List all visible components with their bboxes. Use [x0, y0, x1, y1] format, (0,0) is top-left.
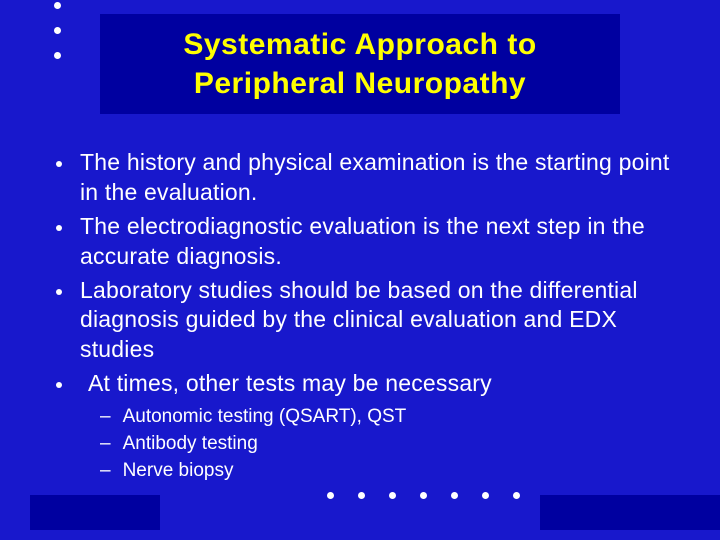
bullet-text: The history and physical examination is … [80, 148, 676, 208]
sub-bullet-item: – Antibody testing [100, 432, 676, 457]
deco-dot [451, 492, 458, 499]
bullet-item: At times, other tests may be necessary [56, 369, 676, 399]
deco-dot [389, 492, 396, 499]
sub-bullet-item: – Nerve biopsy [100, 459, 676, 484]
deco-dot [482, 492, 489, 499]
deco-dot [420, 492, 427, 499]
bullet-icon [56, 382, 62, 388]
dash-icon: – [100, 405, 111, 430]
dash-icon: – [100, 432, 111, 457]
bullet-item: Laboratory studies should be based on th… [56, 276, 676, 366]
bullet-text: The electrodiagnostic evaluation is the … [80, 212, 676, 272]
deco-dot [54, 52, 61, 59]
deco-dot [54, 27, 61, 34]
sub-bullet-item: – Autonomic testing (QSART), QST [100, 405, 676, 430]
sub-bullet-list: – Autonomic testing (QSART), QST – Antib… [100, 405, 676, 483]
sub-bullet-text: Antibody testing [123, 432, 258, 457]
bullet-icon [56, 225, 62, 231]
bullet-icon [56, 289, 62, 295]
title-line1: Systematic Approach to [183, 28, 536, 61]
deco-dot [54, 2, 61, 9]
bullet-text: At times, other tests may be necessary [80, 369, 492, 399]
dash-icon: – [100, 459, 111, 484]
sub-bullet-text: Autonomic testing (QSART), QST [123, 405, 407, 430]
title-line2: Peripheral Neuropathy [194, 67, 526, 100]
deco-dot [358, 492, 365, 499]
deco-dot [327, 492, 334, 499]
footer-bar-left [30, 495, 160, 530]
slide-body: The history and physical examination is … [56, 148, 676, 485]
deco-dot [513, 492, 520, 499]
bullet-text: Laboratory studies should be based on th… [80, 276, 676, 366]
bullet-item: The history and physical examination is … [56, 148, 676, 208]
footer-bar-right [540, 495, 720, 530]
sub-bullet-text: Nerve biopsy [123, 459, 234, 484]
bullet-item: The electrodiagnostic evaluation is the … [56, 212, 676, 272]
bullet-icon [56, 161, 62, 167]
title-panel: Systematic Approach to Peripheral Neurop… [100, 14, 620, 114]
slide-title: Systematic Approach to Peripheral Neurop… [183, 25, 536, 103]
